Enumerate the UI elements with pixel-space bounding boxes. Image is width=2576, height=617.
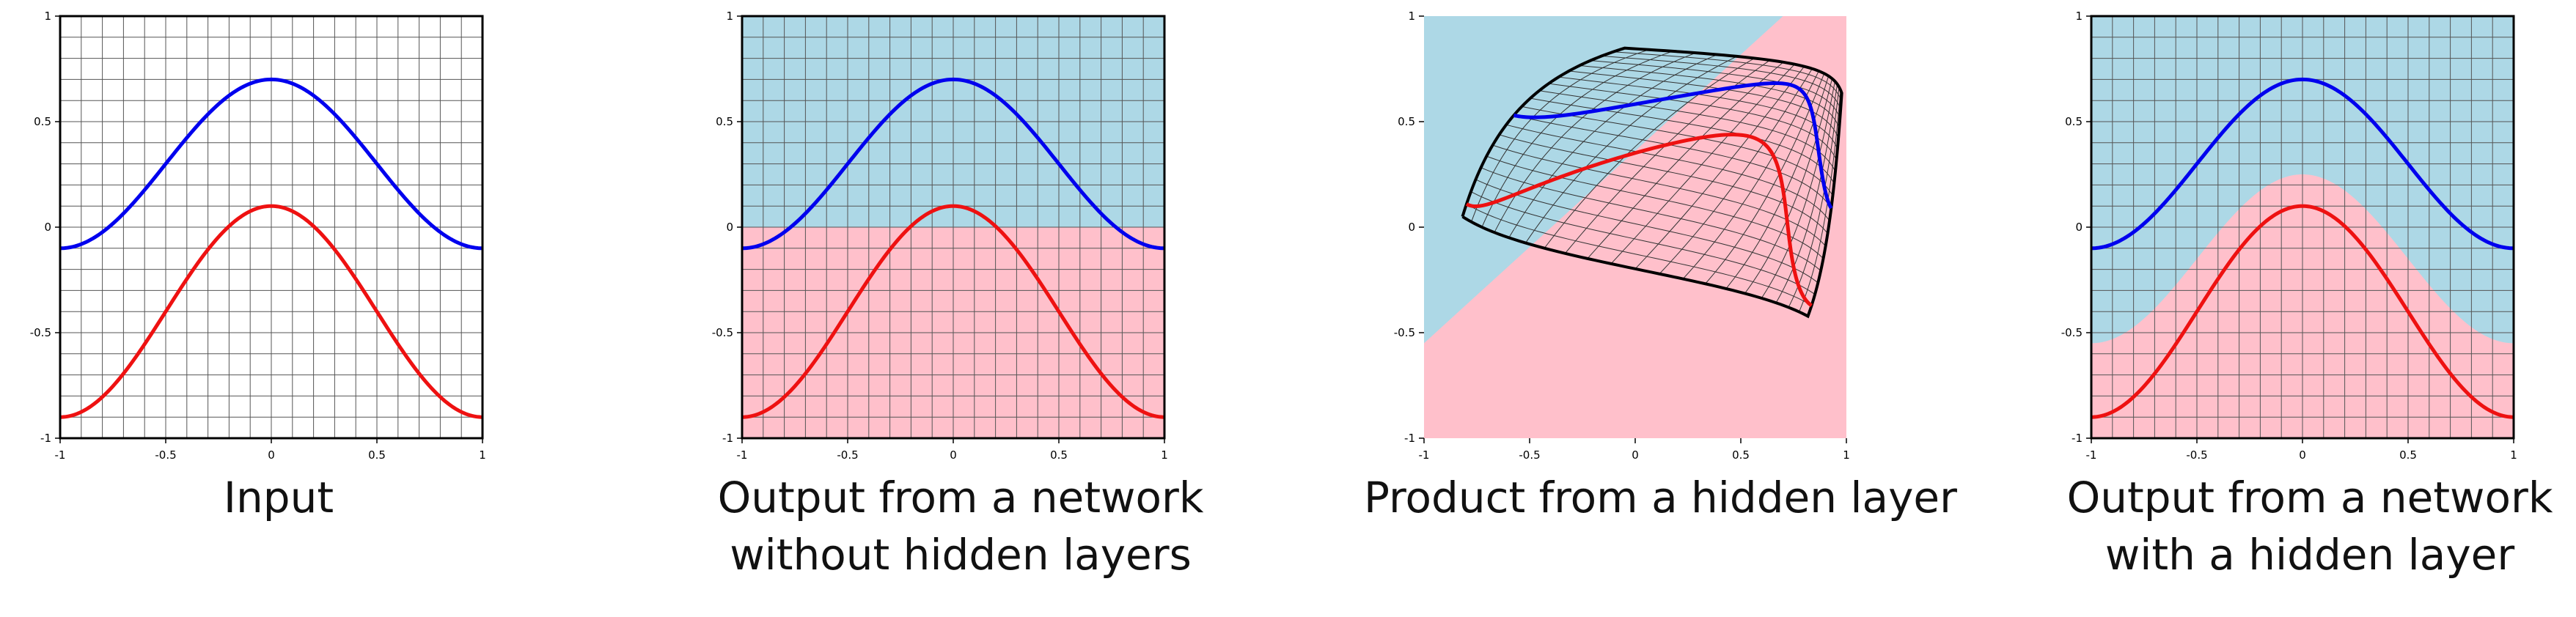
y-tick-label: 0.5 [2065,115,2083,128]
x-tick-label: -1 [55,448,66,462]
upper-curve [2091,77,2514,251]
warped-grid-line [1634,66,1805,270]
x-tick-label: -0.5 [2186,448,2207,462]
panel-caption: Output from a network with a hidden laye… [2031,469,2576,583]
y-tick-label: 0.5 [716,115,733,128]
y-tick-label: -0.5 [2061,326,2083,339]
x-tick-label: -0.5 [1519,448,1540,462]
caption-line: Input [223,473,334,522]
y-tick-label: 0 [2075,221,2083,234]
hidden-layer-plot: -1 -0.5 0 0.5 1 1 0.5 0 -0.5 -1 [1394,10,1850,462]
upper-curve [1513,81,1833,210]
warped-grid-line [1558,76,1838,149]
warped-grid-line [1549,83,1837,160]
lower-curve [2091,204,2514,419]
panel-caption: Input [0,469,557,526]
panel-input: -1 -0.5 0 0.5 1 1 0.5 0 -0.5 -1 Input [0,0,557,617]
y-tick-label: -0.5 [30,326,51,339]
panel-hidden-layer: -1 -0.5 0 0.5 1 1 0.5 0 -0.5 -1 Product from a hi… [1364,0,1957,617]
input-plot: -1 -0.5 0 0.5 1 1 0.5 0 -0.5 -1 [30,10,486,462]
warped-grid-line [1775,84,1838,303]
warped-grid-line [1601,55,1841,110]
x-tick-label: 1 [1161,448,1168,462]
x-tick-label: 0 [268,448,275,462]
x-tick-label: -1 [1419,448,1430,462]
y-tick-label: -1 [40,432,51,445]
panel-output-no-hidden: -1 -0.5 0 0.5 1 1 0.5 0 -0.5 -1 Output from a net… [682,0,1239,617]
upper-curve [741,77,1165,251]
x-tick-label: 0 [2299,448,2306,462]
x-tick-label: -1 [737,448,748,462]
y-tick-label: -0.5 [712,326,733,339]
upper-curve [59,77,483,251]
y-tick-label: 1 [1408,10,1415,23]
y-tick-label: 1 [2075,10,2083,23]
x-tick-label: 0.5 [1050,448,1068,462]
panel-caption: Output from a network without hidden lay… [682,469,1239,583]
x-tick-label: -0.5 [837,448,858,462]
x-tick-label: 0 [950,448,957,462]
warped-grid-line [1705,73,1825,284]
x-tick-label: 0.5 [1732,448,1750,462]
warped-grid-line [1539,90,1836,172]
y-tick-label: 0 [44,221,51,234]
x-tick-label: 0.5 [2399,448,2417,462]
warped-grid-line [1798,89,1841,312]
x-tick-label: -1 [2086,448,2097,462]
y-tick-label: 1 [726,10,733,23]
caption-line: with a hidden layer [2105,530,2515,580]
y-tick-label: -1 [1404,432,1415,445]
caption-line: Output from a network [2066,473,2553,522]
warped-grid-line [1725,75,1830,289]
caption-line: without hidden layers [730,530,1192,580]
panel-caption: Product from a hidden layer [1364,469,1957,526]
output-hidden-plot: -1 -0.5 0 0.5 1 1 0.5 0 -0.5 -1 [2061,10,2517,462]
warped-grid-line [1579,64,1840,128]
caption-line: Product from a hidden layer [1364,473,1957,522]
panel-output-hidden: -1 -0.5 0 0.5 1 1 0.5 0 -0.5 -1 Output from a net… [2031,0,2576,617]
x-tick-label: -0.5 [155,448,176,462]
warped-grid-line [1612,51,1842,101]
lower-curve [59,204,483,419]
warped-boundary [1461,46,1843,319]
y-tick-label: -1 [722,432,733,445]
grid [742,16,1164,438]
lower-curve [1465,133,1813,308]
x-tick-label: 1 [2510,448,2517,462]
y-tick-label: 0.5 [34,115,51,128]
x-tick-label: 0.5 [368,448,386,462]
y-tick-label: 1 [44,10,51,23]
upper-region [1424,16,1783,344]
y-tick-label: -0.5 [1394,326,1415,339]
lower-curve [741,204,1165,419]
warped-grid-line [1761,81,1835,299]
x-tick-label: 1 [479,448,486,462]
warped-grid-line [1744,78,1832,294]
caption-line: Output from a network [717,473,1204,522]
x-tick-label: 1 [1843,448,1850,462]
y-tick-label: -1 [2072,432,2083,445]
y-tick-label: 0.5 [1398,115,1415,128]
output-no-hidden-plot: -1 -0.5 0 0.5 1 1 0.5 0 -0.5 -1 [712,10,1168,462]
x-tick-label: 0 [1632,448,1639,462]
y-tick-label: 0 [726,221,733,234]
y-tick-label: 0 [1408,221,1415,234]
warped-grid-line [1568,70,1839,138]
